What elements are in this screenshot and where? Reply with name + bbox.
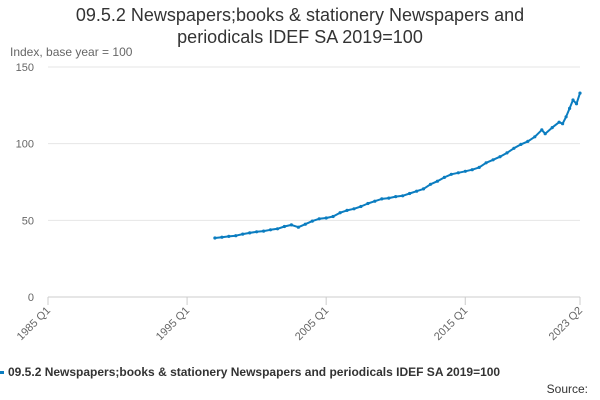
y-axis-label: Index, base year = 100 bbox=[10, 45, 133, 59]
data-point-17 bbox=[331, 214, 335, 219]
chart-title-line-1: 09.5.2 Newspapers;books & stationery New… bbox=[75, 5, 525, 25]
data-point-38 bbox=[477, 165, 481, 169]
data-point-21 bbox=[359, 204, 363, 209]
data-point-16 bbox=[324, 216, 328, 220]
x-tick-label-4: 2023 Q2 bbox=[547, 305, 585, 343]
legend: 09.5.2 Newspapers;books & stationery New… bbox=[0, 365, 600, 381]
data-point-31 bbox=[428, 182, 433, 186]
data-point-6 bbox=[255, 230, 259, 234]
y-tick-label-3: 150 bbox=[16, 62, 34, 74]
data-point-43 bbox=[512, 146, 516, 150]
data-point-51 bbox=[561, 122, 565, 126]
data-point-29 bbox=[415, 189, 419, 193]
data-point-46 bbox=[533, 135, 537, 139]
data-point-48 bbox=[543, 132, 547, 136]
chart-title-line-2: periodicals IDEF SA 2019=100 bbox=[177, 27, 423, 47]
data-point-39 bbox=[484, 161, 488, 165]
series-group bbox=[213, 91, 582, 240]
data-point-10 bbox=[282, 224, 286, 229]
data-point-54 bbox=[571, 98, 575, 102]
data-point-50 bbox=[557, 120, 561, 124]
data-point-18 bbox=[338, 211, 342, 215]
y-tick-label-1: 50 bbox=[22, 215, 34, 227]
data-point-24 bbox=[380, 197, 384, 201]
data-point-14 bbox=[310, 219, 314, 223]
series-line-0 bbox=[214, 92, 581, 239]
data-point-42 bbox=[505, 151, 509, 155]
data-point-19 bbox=[345, 208, 349, 212]
chart-title: 09.5.2 Newspapers;books & stationery New… bbox=[0, 4, 600, 48]
data-point-5 bbox=[248, 231, 252, 235]
data-point-33 bbox=[442, 175, 446, 179]
x-tick-label-2: 2005 Q1 bbox=[293, 305, 331, 343]
data-point-2 bbox=[227, 234, 231, 238]
legend-label: 09.5.2 Newspapers;books & stationery New… bbox=[8, 365, 501, 379]
data-point-30 bbox=[421, 187, 426, 191]
data-point-53 bbox=[568, 106, 572, 110]
gridlines bbox=[48, 66, 580, 298]
data-point-28 bbox=[408, 191, 412, 196]
data-point-41 bbox=[498, 155, 502, 159]
data-point-56 bbox=[578, 91, 582, 95]
data-point-34 bbox=[449, 172, 453, 176]
data-point-27 bbox=[401, 194, 405, 198]
data-point-52 bbox=[564, 115, 568, 119]
data-point-15 bbox=[317, 217, 321, 221]
x-tick-label-3: 2015 Q1 bbox=[432, 305, 470, 343]
data-point-25 bbox=[387, 196, 391, 200]
data-point-3 bbox=[234, 234, 238, 238]
data-point-4 bbox=[241, 232, 245, 236]
data-point-12 bbox=[296, 225, 300, 229]
data-point-36 bbox=[463, 169, 467, 173]
x-axis: 1985 Q1 1995 Q1 2005 Q1 2015 Q1 2023 Q2 bbox=[15, 296, 585, 343]
data-point-22 bbox=[366, 201, 370, 206]
data-point-1 bbox=[220, 235, 224, 239]
data-point-11 bbox=[289, 223, 293, 227]
data-point-55 bbox=[574, 102, 579, 106]
x-tick-label-0: 1985 Q1 bbox=[15, 305, 53, 343]
data-point-13 bbox=[303, 222, 307, 226]
data-point-47 bbox=[540, 128, 544, 132]
x-tick-label-1: 1995 Q1 bbox=[154, 305, 192, 343]
data-point-44 bbox=[519, 142, 523, 146]
data-point-7 bbox=[262, 229, 266, 233]
data-point-8 bbox=[268, 228, 273, 232]
data-point-0 bbox=[213, 236, 217, 240]
y-axis-ticks: 0 50 100 150 bbox=[16, 62, 34, 304]
data-point-49 bbox=[550, 126, 554, 130]
y-tick-label-0: 0 bbox=[28, 292, 34, 304]
legend-swatch bbox=[0, 370, 4, 374]
data-point-45 bbox=[526, 139, 530, 143]
data-point-37 bbox=[470, 168, 474, 172]
data-point-35 bbox=[456, 171, 460, 175]
data-point-32 bbox=[435, 179, 439, 183]
data-point-20 bbox=[352, 207, 356, 211]
data-point-23 bbox=[373, 199, 377, 203]
source-label: Source: bbox=[546, 382, 588, 396]
data-point-9 bbox=[275, 227, 280, 231]
y-tick-label-2: 100 bbox=[16, 139, 34, 151]
data-point-26 bbox=[394, 195, 398, 199]
data-point-40 bbox=[491, 158, 495, 162]
